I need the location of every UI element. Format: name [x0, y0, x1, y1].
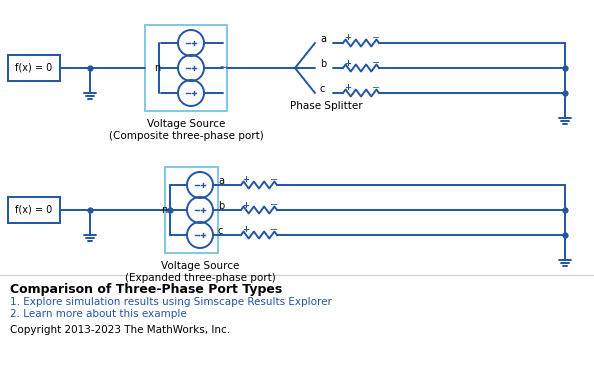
Bar [145, 25, 227, 111]
Text: f(x) = 0: f(x) = 0 [15, 205, 53, 215]
Text: Phase Splitter: Phase Splitter [290, 101, 362, 111]
Text: +: + [242, 201, 249, 209]
Text: −: − [270, 225, 278, 235]
Text: −: − [372, 33, 380, 43]
Text: −: − [270, 175, 278, 185]
Text: c: c [218, 226, 223, 236]
Text: a: a [218, 176, 224, 186]
Text: Voltage Source
(Expanded three-phase port): Voltage Source (Expanded three-phase por… [125, 261, 276, 283]
Text: c: c [320, 84, 326, 94]
Text: +: + [242, 176, 249, 184]
Text: Copyright 2013-2023 The MathWorks, Inc.: Copyright 2013-2023 The MathWorks, Inc. [10, 325, 230, 335]
Text: Comparison of Three-Phase Port Types: Comparison of Three-Phase Port Types [10, 283, 282, 296]
Text: f(x) = 0: f(x) = 0 [15, 63, 53, 73]
Bar [165, 167, 218, 253]
Text: +: + [242, 226, 249, 234]
Text: n: n [161, 205, 167, 215]
Text: Voltage Source
(Composite three-phase port): Voltage Source (Composite three-phase po… [109, 119, 263, 141]
Text: −: − [372, 58, 380, 68]
Text: a: a [320, 34, 326, 44]
Text: −: − [270, 200, 278, 210]
Text: +: + [345, 33, 352, 42]
Text: 1. Explore simulation results using Simscape Results Explorer: 1. Explore simulation results using Sims… [10, 297, 332, 307]
Text: b: b [218, 201, 225, 211]
Text: 2. Learn more about this example: 2. Learn more about this example [10, 309, 187, 319]
Bar [8, 197, 60, 223]
Text: +: + [345, 84, 352, 92]
Bar [8, 55, 60, 81]
Text: b: b [320, 59, 326, 69]
Text: n: n [154, 63, 160, 73]
Text: −: − [372, 83, 380, 93]
Text: +: + [345, 59, 352, 67]
Text: ~: ~ [219, 63, 229, 73]
